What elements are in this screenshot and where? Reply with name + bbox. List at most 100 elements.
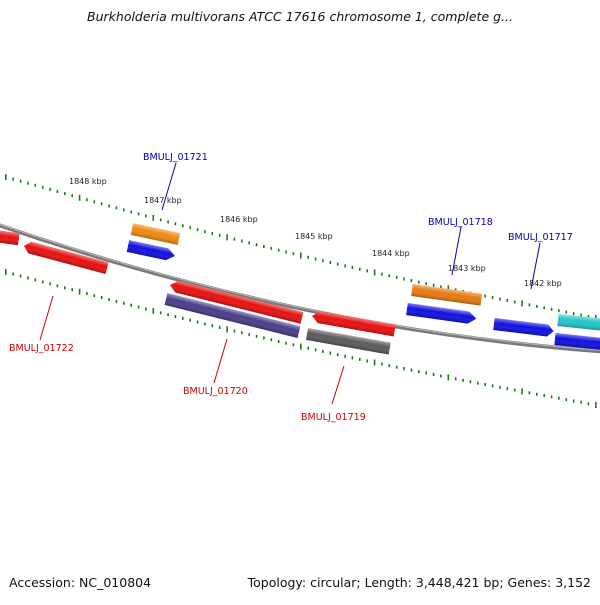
tick-mark <box>145 214 147 218</box>
tick-mark <box>152 214 155 221</box>
tick-mark <box>86 292 88 296</box>
tick-mark <box>425 371 427 375</box>
tick-mark <box>248 333 250 337</box>
tick-mark <box>484 383 486 386</box>
tick-mark <box>550 395 553 399</box>
tick-mark <box>565 310 568 314</box>
tick-mark <box>241 239 243 243</box>
chromosome-backbone-highlight <box>0 223 600 351</box>
tick-mark <box>159 218 162 222</box>
gene-arrow-01721b[interactable] <box>126 240 176 262</box>
tick-mark <box>543 306 545 310</box>
tick-mark <box>27 181 29 185</box>
gene-label-bmulj-01718[interactable]: BMULJ_01718 <box>428 217 493 228</box>
gene-arrow-01718a[interactable] <box>411 284 483 306</box>
tick-mark <box>595 402 597 408</box>
gene-arrow-01717[interactable] <box>493 318 554 337</box>
tick-mark <box>255 334 258 338</box>
tick-mark <box>499 297 501 301</box>
tick-mark <box>580 400 582 404</box>
tick-mark <box>34 278 37 282</box>
tick-mark <box>5 174 7 180</box>
gene-arrow-01719b[interactable] <box>305 328 391 355</box>
tick-mark <box>182 224 184 228</box>
tick-label-1842: 1842 kbp <box>524 279 562 288</box>
tick-mark <box>373 269 376 276</box>
tick-mark <box>145 307 147 311</box>
tick-mark <box>410 279 413 283</box>
tick-mark <box>115 206 118 210</box>
gene-arrow-01719a[interactable] <box>311 310 396 337</box>
tick-mark <box>536 304 538 308</box>
tick-mark <box>395 365 398 369</box>
tick-mark <box>204 230 206 234</box>
tick-mark <box>137 305 140 309</box>
tick-mark <box>418 280 420 284</box>
tick-mark <box>137 212 140 216</box>
gene-label-bmulj-01721[interactable]: BMULJ_01721 <box>143 152 208 163</box>
tick-mark <box>27 276 29 280</box>
gene-arrow-01722b[interactable] <box>22 240 109 275</box>
tick-mark <box>513 300 516 304</box>
gene-label-bmulj-01720[interactable]: BMULJ_01720 <box>183 386 248 397</box>
tick-mark <box>123 301 125 305</box>
tick-mark <box>454 377 457 381</box>
gene-arrow-01722a[interactable] <box>0 230 20 246</box>
tick-mark <box>159 311 162 315</box>
tick-mark <box>425 282 427 286</box>
tick-mark <box>418 370 420 374</box>
sequence-title: Burkholderia multivorans ATCC 17616 chro… <box>87 9 513 24</box>
tick-mark <box>410 368 413 372</box>
tick-mark <box>277 340 280 343</box>
tick-mark <box>351 266 354 269</box>
tick-mark <box>41 280 44 284</box>
tick-mark <box>263 245 265 248</box>
gene-arrow-01720a[interactable] <box>169 279 304 324</box>
gene-label-bmulj-01717[interactable]: BMULJ_01717 <box>508 232 573 243</box>
tick-mark <box>314 257 317 261</box>
tick-mark <box>277 248 280 252</box>
tick-mark <box>64 286 66 290</box>
gene-arrow-01721a[interactable] <box>130 223 181 245</box>
tick-label-1845: 1845 kbp <box>295 232 333 241</box>
accession-text: Accession: NC_010804 <box>9 575 152 590</box>
tick-mark <box>469 380 472 384</box>
tick-mark <box>270 338 273 342</box>
label-leader-lines <box>39 162 541 405</box>
tick-mark <box>270 246 273 250</box>
gene-label-bmulj-01722[interactable]: BMULJ_01722 <box>9 343 74 354</box>
tick-mark <box>300 343 302 350</box>
tick-mark <box>218 233 221 237</box>
tick-mark <box>440 374 442 378</box>
tick-mark <box>64 192 66 196</box>
tick-mark <box>440 285 442 289</box>
tick-marks-inner <box>5 269 597 408</box>
tick-mark <box>108 204 110 208</box>
tick-mark <box>167 313 169 317</box>
gene-features[interactable] <box>0 223 600 355</box>
tick-mark <box>19 274 22 278</box>
tick-mark <box>587 402 590 406</box>
tick-mark <box>78 288 81 295</box>
gene-arrow-01718b[interactable] <box>406 303 477 325</box>
gene-label-bmulj-01719[interactable]: BMULJ_01719 <box>301 412 366 423</box>
tick-mark <box>292 252 295 256</box>
gene-arrow-01716a[interactable] <box>557 314 600 332</box>
tick-mark <box>196 228 199 232</box>
gene-arrow-01720b[interactable] <box>164 293 301 338</box>
tick-mark <box>49 187 51 191</box>
tick-mark <box>285 250 287 254</box>
tick-mark <box>41 185 44 189</box>
tick-mark <box>543 394 545 397</box>
tick-mark <box>432 283 435 287</box>
tick-mark <box>580 313 582 317</box>
tick-mark <box>536 392 538 396</box>
tick-mark <box>499 385 501 389</box>
tick-marks-outer <box>5 174 597 321</box>
tick-mark <box>322 349 324 353</box>
tick-mark <box>307 346 309 350</box>
gene-arrow-01716b[interactable] <box>554 333 600 351</box>
tick-mark <box>521 300 523 307</box>
